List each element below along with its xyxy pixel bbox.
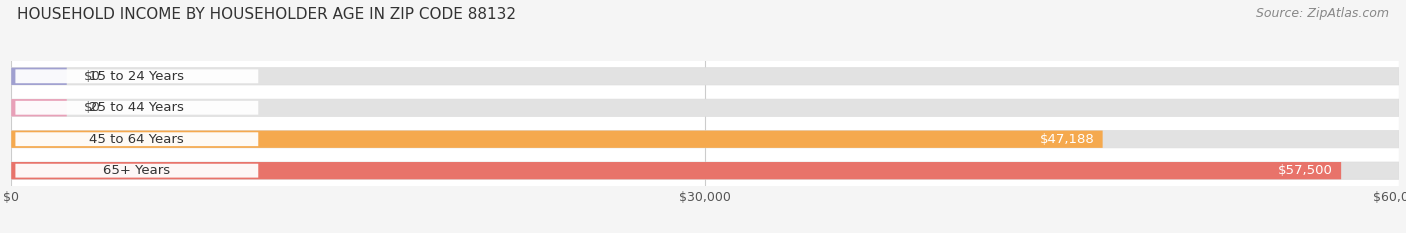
FancyBboxPatch shape xyxy=(15,132,259,146)
FancyBboxPatch shape xyxy=(11,99,1399,116)
FancyBboxPatch shape xyxy=(11,130,1102,148)
Text: 15 to 24 Years: 15 to 24 Years xyxy=(90,70,184,83)
Text: Source: ZipAtlas.com: Source: ZipAtlas.com xyxy=(1256,7,1389,20)
FancyBboxPatch shape xyxy=(11,162,1399,179)
Text: $57,500: $57,500 xyxy=(1278,164,1333,177)
FancyBboxPatch shape xyxy=(11,130,1399,148)
Text: 65+ Years: 65+ Years xyxy=(103,164,170,177)
FancyBboxPatch shape xyxy=(15,164,259,178)
Text: 45 to 64 Years: 45 to 64 Years xyxy=(90,133,184,146)
FancyBboxPatch shape xyxy=(15,69,259,83)
Text: HOUSEHOLD INCOME BY HOUSEHOLDER AGE IN ZIP CODE 88132: HOUSEHOLD INCOME BY HOUSEHOLDER AGE IN Z… xyxy=(17,7,516,22)
FancyBboxPatch shape xyxy=(11,68,66,85)
Text: $0: $0 xyxy=(83,101,100,114)
Text: $47,188: $47,188 xyxy=(1039,133,1094,146)
Text: $0: $0 xyxy=(83,70,100,83)
Text: 25 to 44 Years: 25 to 44 Years xyxy=(90,101,184,114)
FancyBboxPatch shape xyxy=(11,68,1399,85)
FancyBboxPatch shape xyxy=(11,99,66,116)
FancyBboxPatch shape xyxy=(15,101,259,115)
FancyBboxPatch shape xyxy=(11,162,1341,179)
